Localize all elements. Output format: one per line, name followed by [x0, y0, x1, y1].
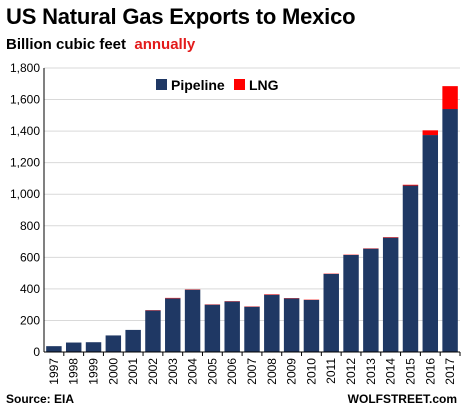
y-tick-label: 1,000 — [10, 187, 40, 201]
bar-pipeline — [382, 237, 399, 352]
bar-pipeline — [165, 298, 181, 352]
bar-lng — [402, 184, 419, 186]
legend-label-lng: LNG — [249, 77, 279, 93]
y-tick-label: 400 — [20, 282, 40, 296]
x-tick-label: 2009 — [285, 358, 299, 385]
y-tick-label: 0 — [33, 345, 40, 359]
x-tick-label: 2003 — [166, 358, 180, 385]
bar-pipeline — [184, 289, 201, 352]
bar-pipeline — [303, 299, 320, 352]
legend: Pipeline LNG — [156, 77, 279, 93]
x-tick-label: 2017 — [443, 358, 457, 385]
bar-pipeline — [224, 301, 240, 352]
bars — [46, 86, 458, 353]
source-note: Source: EIA — [6, 392, 75, 406]
y-tick-label: 1,600 — [10, 93, 40, 107]
bar-pipeline — [422, 135, 439, 352]
bar-pipeline — [105, 335, 122, 352]
subtitle-highlight: annually — [134, 36, 196, 53]
x-tick-label: 1998 — [67, 358, 81, 385]
x-tick-label: 2007 — [245, 358, 259, 385]
bar-pipeline — [204, 304, 221, 352]
x-tick-label: 2012 — [344, 358, 358, 385]
bar-pipeline — [244, 306, 260, 352]
chart-subtitle: Billion cubic feet annually — [6, 36, 195, 53]
legend-swatch-lng — [234, 79, 245, 90]
x-tick-label: 2010 — [304, 358, 318, 385]
bar-pipeline — [283, 298, 300, 352]
x-tick-label: 2006 — [225, 358, 239, 385]
bar-pipeline — [264, 294, 280, 352]
x-tick-label: 2001 — [126, 358, 140, 385]
subtitle-units: Billion cubic feet — [6, 36, 127, 53]
bar-pipeline — [145, 310, 161, 352]
legend-label-pipeline: Pipeline — [171, 77, 225, 93]
bar-lng — [422, 130, 439, 136]
bar-pipeline — [46, 346, 62, 352]
x-tick-label: 2016 — [423, 358, 437, 385]
credit-note: WOLFSTREET.com — [347, 392, 457, 406]
x-tick-label: 2000 — [106, 358, 120, 385]
bar-pipeline — [85, 342, 102, 352]
x-tick-label: 2008 — [265, 358, 279, 385]
bar-pipeline — [323, 273, 339, 352]
axes: 0 200 400 600 800 1,000 1,200 1,400 1,600 1,800 19… — [10, 61, 461, 385]
y-tick-label: 600 — [20, 250, 40, 264]
bar-pipeline — [363, 248, 379, 352]
x-tick-label: 2002 — [146, 358, 160, 385]
bar-pipeline — [343, 254, 359, 352]
y-tick-label: 1,800 — [10, 61, 40, 75]
x-tick-label: 2004 — [186, 358, 200, 385]
y-tick-label: 800 — [20, 219, 40, 233]
bar-pipeline — [442, 109, 458, 353]
x-tick-label: 2005 — [205, 358, 219, 385]
x-tick-label: 1999 — [87, 358, 101, 385]
bar-pipeline — [65, 342, 82, 352]
y-tick-label: 1,200 — [10, 156, 40, 170]
y-tick-label: 1,400 — [10, 124, 40, 138]
y-tick-label: 200 — [20, 313, 40, 327]
x-tick-label: 2013 — [364, 358, 378, 385]
x-tick-label: 2015 — [403, 358, 417, 385]
chart-title: US Natural Gas Exports to Mexico — [6, 4, 356, 29]
x-tick-label: 1997 — [47, 358, 61, 385]
bar-lng — [442, 86, 458, 110]
bar-pipeline — [402, 185, 419, 352]
x-tick-label: 2011 — [324, 358, 338, 384]
bar-pipeline — [125, 329, 141, 352]
x-tick-label: 2014 — [384, 358, 398, 385]
legend-swatch-pipeline — [156, 79, 167, 90]
